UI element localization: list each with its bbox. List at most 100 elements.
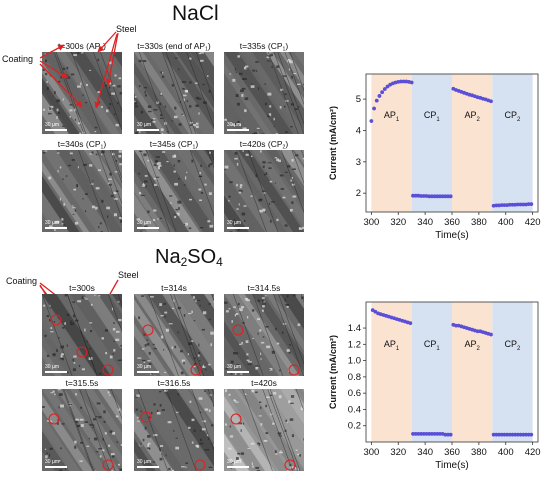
data-point xyxy=(432,431,437,436)
micrograph-image: 30 µm xyxy=(224,389,304,471)
data-point xyxy=(529,202,534,207)
data-point xyxy=(424,431,429,436)
data-point xyxy=(521,202,526,207)
phase-region xyxy=(371,74,412,212)
scale-bar xyxy=(137,466,159,468)
data-point xyxy=(489,99,493,104)
x-tick-label: 340 xyxy=(417,447,433,458)
data-point xyxy=(440,194,445,199)
data-point xyxy=(489,332,493,337)
data-point xyxy=(374,98,379,103)
data-point xyxy=(526,202,531,207)
scale-label: 30 µm xyxy=(227,122,241,128)
y-tick-label: 5 xyxy=(356,94,361,105)
nacl-steel-label: Steel xyxy=(116,24,137,34)
data-point xyxy=(421,194,426,198)
nacl-current-chart: AP1 CP1 AP2 CP2 300 320 340 360 380 400 420 2 3 4 5 Tim… xyxy=(328,73,541,241)
data-point xyxy=(409,80,414,85)
data-point xyxy=(427,431,432,436)
micrograph-time-label: t=315.5s xyxy=(65,378,99,388)
y-tick-label: 0.6 xyxy=(348,388,361,399)
scale-bar xyxy=(227,129,249,131)
phase-label: CP2 xyxy=(505,110,522,123)
data-point xyxy=(446,194,450,199)
x-tick-label: 420 xyxy=(525,217,541,228)
na2so4-title: Na2SO4 xyxy=(155,246,223,269)
data-point xyxy=(413,431,418,436)
data-point xyxy=(491,432,496,437)
data-point xyxy=(399,79,403,84)
data-point xyxy=(413,193,418,198)
phase-region xyxy=(411,302,452,442)
phase-label: CP1 xyxy=(424,339,441,352)
data-point xyxy=(524,432,528,437)
data-point xyxy=(372,106,376,111)
data-point xyxy=(518,432,523,437)
data-point xyxy=(435,194,440,199)
na2so4-current-chart: AP1 CP1 AP2 CP2 300 320 340 360 380 400 420 0.2 0.4 0… xyxy=(328,301,541,471)
micrograph-time-label: t=340s (CP1) xyxy=(57,139,107,151)
scale-label: 30 µm xyxy=(45,459,59,465)
micrograph-image: 30 µm xyxy=(134,294,214,376)
micrograph-image: 30 µm xyxy=(134,389,214,471)
y-tick-label: 1.4 xyxy=(348,323,361,334)
data-point xyxy=(411,193,415,198)
data-point xyxy=(435,431,440,436)
data-point xyxy=(416,431,421,436)
data-point xyxy=(448,432,453,437)
data-point xyxy=(427,194,432,199)
data-point xyxy=(494,203,499,208)
micrograph-time-label: t=335s (CP1) xyxy=(239,41,289,53)
data-point xyxy=(510,432,515,437)
scale-label: 30 µm xyxy=(45,122,59,128)
phase-label: CP2 xyxy=(505,339,522,352)
data-point xyxy=(401,79,406,84)
data-point xyxy=(443,194,448,199)
phase-label: AP1 xyxy=(384,110,400,123)
scale-bar xyxy=(137,371,159,373)
phase-region xyxy=(452,302,493,442)
na2so4-title-so: SO xyxy=(187,246,217,268)
data-point xyxy=(499,432,504,437)
na2so4-title-sub2: 4 xyxy=(216,255,223,269)
x-tick-label: 380 xyxy=(471,217,487,228)
micrograph-image: 30 µm xyxy=(134,150,214,232)
data-point xyxy=(529,432,534,437)
data-point xyxy=(369,119,374,123)
data-point xyxy=(526,432,531,437)
y-tick-label: 1.0 xyxy=(348,356,361,367)
nacl-coating-label: Coating xyxy=(2,54,34,64)
data-point xyxy=(443,432,448,437)
phase-region xyxy=(411,74,452,212)
data-point xyxy=(507,432,512,437)
data-point xyxy=(429,194,434,199)
phase-region xyxy=(492,302,533,442)
scale-label: 30 µm xyxy=(227,459,241,465)
scale-label: 30 µm xyxy=(137,364,151,370)
x-tick-label: 340 xyxy=(417,217,433,228)
x-tick-label: 400 xyxy=(498,447,514,458)
y-axis-label: Current (mA/cm²) xyxy=(328,106,338,180)
micrograph-time-label: t=316.5s xyxy=(157,378,191,388)
micrograph-time-label: t=300s xyxy=(69,283,95,293)
x-tick-label: 360 xyxy=(444,217,460,228)
micrograph-image: 30 µm xyxy=(134,52,214,134)
micrograph-image: 30 µm xyxy=(42,389,122,471)
data-point xyxy=(499,203,504,208)
data-point xyxy=(505,432,509,437)
data-point xyxy=(429,431,434,436)
scale-label: 30 µm xyxy=(137,122,151,128)
data-point xyxy=(438,431,442,436)
scale-label: 30 µm xyxy=(227,220,241,226)
y-tick-label: 1.2 xyxy=(348,339,361,350)
micrograph-time-label: t=330s (end of AP1) xyxy=(137,41,211,53)
data-point xyxy=(421,431,426,436)
y-tick-label: 0.2 xyxy=(348,421,361,432)
x-tick-label: 300 xyxy=(363,447,379,458)
x-tick-label: 300 xyxy=(363,217,379,228)
phase-label: AP1 xyxy=(384,339,400,352)
micrograph-time-label: t=420s (CP2) xyxy=(239,139,289,151)
data-point xyxy=(419,194,423,198)
na2so4-title-na: Na xyxy=(155,246,181,268)
y-tick-label: 0.8 xyxy=(348,372,361,383)
